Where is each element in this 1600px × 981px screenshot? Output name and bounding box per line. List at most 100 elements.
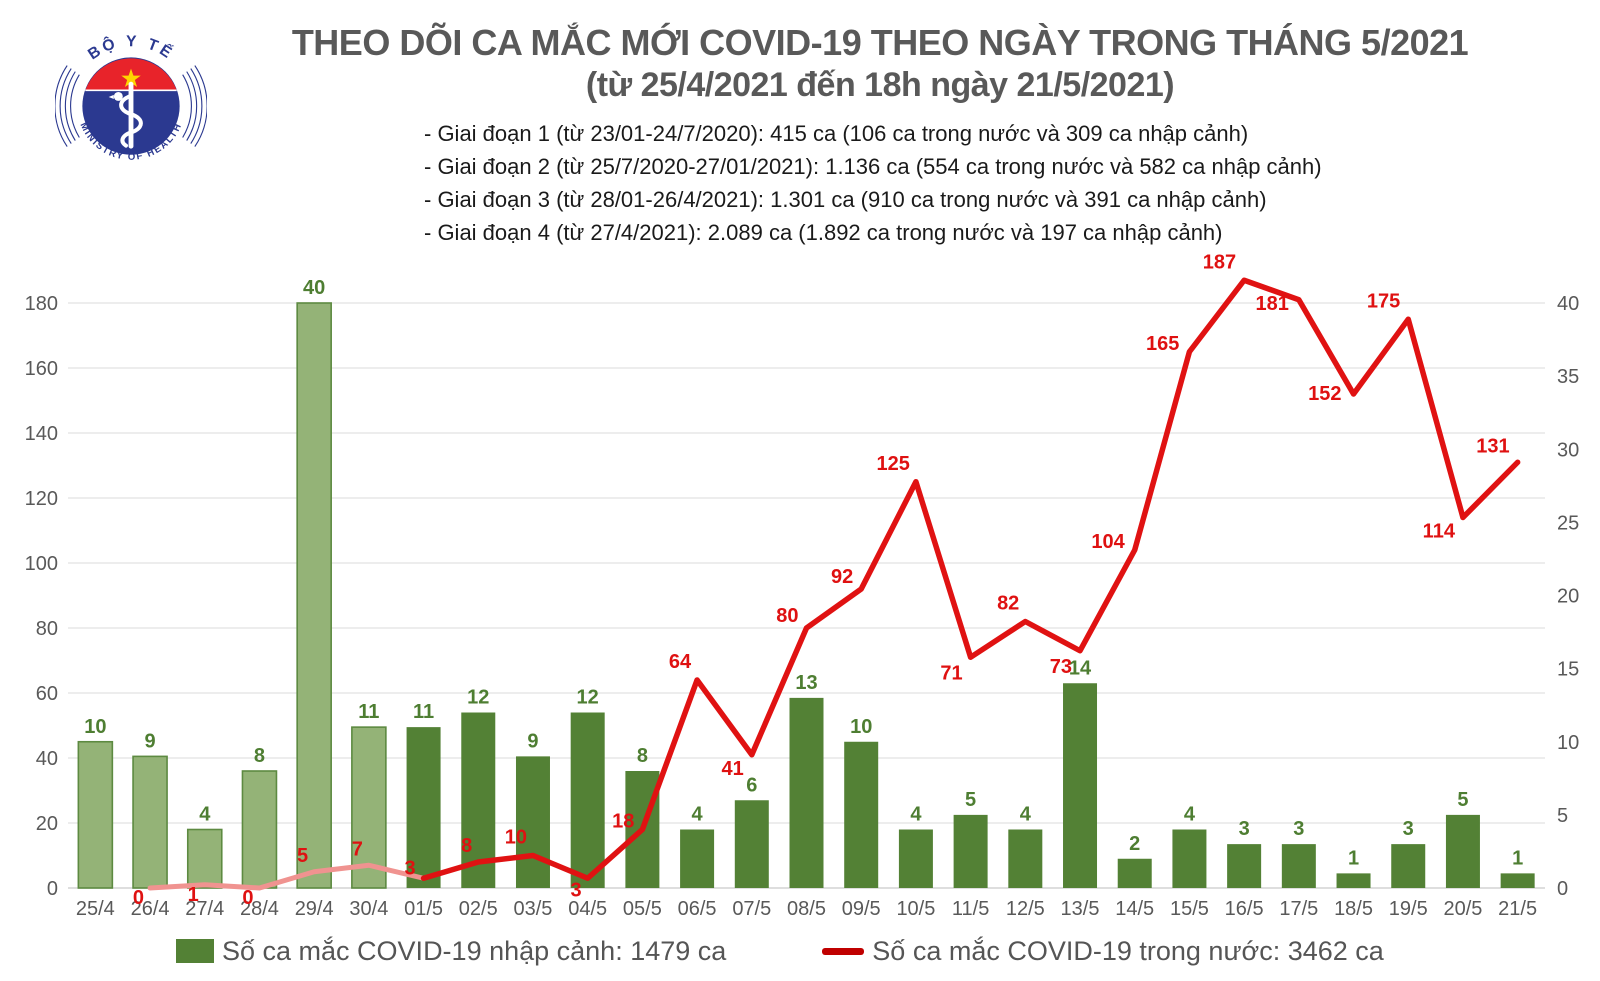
bar-04/5 [570, 712, 605, 888]
x-axis-label: 01/5 [404, 898, 443, 920]
bar-value-label: 12 [577, 687, 599, 709]
bar-25/4 [77, 740, 114, 889]
bar-12/5 [1008, 829, 1043, 888]
x-axis-label: 14/5 [1115, 898, 1154, 920]
x-axis-label: 08/5 [787, 898, 826, 920]
note-period-1: - Giai đoạn 1 (từ 23/01-24/7/2020): 415 … [424, 121, 1249, 146]
bar-value-label: 4 [1020, 804, 1032, 826]
bar-28/4 [241, 770, 278, 889]
bar-value-label: 3 [1403, 818, 1414, 840]
line-value-label: 152 [1308, 383, 1341, 405]
bar-value-label: 10 [84, 716, 106, 738]
chart-legend: Số ca mắc COVID-19 nhập cảnh: 1479 ca Số… [0, 928, 1600, 974]
bar-value-label: 11 [413, 701, 434, 723]
bar-10/5 [898, 829, 933, 888]
domestic-line-may [420, 277, 1521, 881]
bar-value-label: 11 [358, 701, 379, 723]
domestic-line-april [147, 862, 427, 891]
bar-13/5 [1063, 683, 1098, 888]
bar-09/5 [844, 741, 879, 888]
bar-value-label: 2 [1129, 833, 1140, 855]
x-axis-label: 18/5 [1334, 898, 1373, 920]
x-axis-label: 25/4 [76, 898, 115, 920]
x-axis-label: 13/5 [1061, 898, 1100, 920]
x-axis-label: 11/5 [952, 898, 989, 920]
line-value-label: 187 [1203, 251, 1236, 273]
line-value-label: 71 [940, 662, 962, 684]
line-value-label: 10 [505, 827, 527, 849]
imported-bars-swatch [176, 939, 214, 963]
bar-29/4 [296, 302, 332, 889]
domestic-line-swatch [822, 947, 865, 955]
right-axis-tick-label: 0 [1557, 878, 1568, 900]
right-axis-tick-label: 15 [1557, 659, 1579, 681]
bar-value-label: 4 [199, 804, 211, 826]
combo-chart: 0204060801001201401601800510152025303540… [25, 251, 1580, 920]
line-value-label: 0 [242, 887, 253, 909]
star-icon [121, 68, 141, 88]
left-axis-tick-label: 140 [25, 423, 58, 445]
right-axis-tick-label: 35 [1557, 366, 1579, 388]
bar-value-label: 5 [1457, 789, 1468, 811]
line-value-label: 64 [669, 651, 692, 673]
x-axis-label: 28/4 [240, 898, 279, 920]
x-axis-label: 26/4 [131, 898, 170, 920]
right-axis-tick-label: 25 [1557, 512, 1579, 534]
bar-15/5 [1172, 829, 1207, 888]
bar-06/5 [680, 829, 715, 888]
left-axis-tick-label: 0 [47, 878, 58, 900]
right-axis-tick-label: 20 [1557, 586, 1579, 608]
bar-27/4 [186, 828, 223, 889]
x-axis-label: 21/5 [1498, 898, 1537, 920]
bar-value-label: 4 [1184, 804, 1196, 826]
legend-imported: Số ca mắc COVID-19 nhập cảnh: 1479 ca [176, 936, 726, 967]
bar-value-label: 5 [965, 789, 976, 811]
x-axis-label: 19/5 [1389, 898, 1428, 920]
line-value-label: 175 [1367, 290, 1400, 312]
asclepius-staff-icon [108, 81, 143, 149]
x-axis-label: 05/5 [623, 898, 662, 920]
line-value-label: 3 [404, 857, 415, 879]
bar-16/5 [1227, 844, 1262, 888]
line-value-label: 73 [1050, 656, 1072, 678]
logo-side-rings [55, 65, 207, 147]
x-axis-label: 30/4 [349, 898, 388, 920]
bar-value-label: 9 [527, 730, 538, 752]
bar-value-label: 8 [637, 745, 648, 767]
bar-value-label: 4 [692, 804, 704, 826]
bar-18/5 [1336, 873, 1371, 888]
ministry-of-health-logo: BỘ Y TẾ MINISTRY OF HEALTH [55, 33, 207, 163]
x-axis-label: 27/4 [185, 898, 224, 920]
left-axis-tick-label: 60 [36, 683, 58, 705]
line-value-label: 181 [1255, 293, 1288, 315]
line-value-label: 5 [297, 845, 308, 867]
legend-domestic: Số ca mắc COVID-19 trong nước: 3462 ca [822, 936, 1384, 967]
line-value-label: 165 [1146, 333, 1179, 355]
left-axis-tick-label: 180 [25, 293, 58, 315]
right-axis-tick-label: 10 [1557, 732, 1579, 754]
x-axis-label: 15/5 [1170, 898, 1209, 920]
note-period-3: - Giai đoạn 3 (từ 28/01-26/4/2021): 1.30… [424, 187, 1267, 212]
line-value-label: 18 [612, 811, 634, 833]
bar-07/5 [734, 800, 769, 888]
bar-value-label: 1 [1348, 847, 1359, 869]
x-axis-label: 07/5 [732, 898, 771, 920]
bar-value-label: 3 [1293, 818, 1304, 840]
left-axis-tick-label: 20 [36, 813, 58, 835]
bar-value-label: 13 [795, 672, 817, 694]
x-axis-label: 29/4 [295, 898, 334, 920]
line-value-label: 125 [877, 453, 910, 475]
bar-08/5 [789, 697, 824, 888]
chart-area: 0 20 40 60 80 100 120 140 160 180 0 5 10 15 20 25 30 35 40… [0, 250, 1600, 930]
bar-11/5 [953, 814, 988, 888]
line-value-label: 80 [776, 605, 798, 627]
bar-20/5 [1445, 814, 1480, 888]
bar-26/4 [132, 755, 168, 889]
x-axis-label: 12/5 [1006, 898, 1045, 920]
line-value-label: 8 [461, 835, 472, 857]
left-axis-tick-label: 100 [25, 553, 58, 575]
x-axis-label: 10/5 [896, 898, 935, 920]
bar-17/5 [1281, 844, 1316, 888]
line-value-label: 7 [352, 838, 363, 860]
